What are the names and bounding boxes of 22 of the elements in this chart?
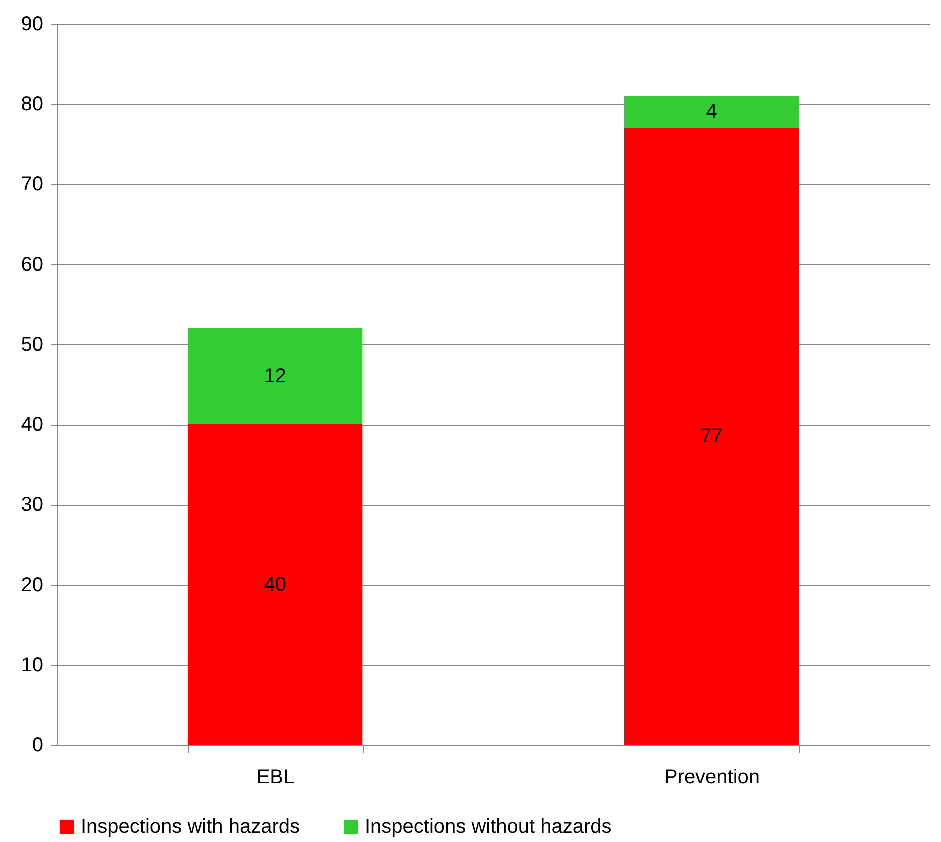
data-label: 40 [264,574,286,596]
y-tick-label: 40 [21,414,44,436]
data-label: 12 [264,365,286,388]
data-label: 77 [700,426,723,448]
bar [188,424,363,745]
bar [624,96,800,128]
y-tick-label: 30 [21,494,44,516]
data-label: 4 [706,101,718,124]
y-tick-label: 0 [32,734,44,756]
y-tick-label: 60 [21,254,44,276]
bar [624,128,800,745]
legend-label: Inspections with hazards [81,816,300,838]
x-tick-label: EBL [256,766,295,788]
y-tick-label: 50 [21,334,44,356]
y-tick-label: 10 [21,654,44,676]
y-tick-label: 80 [21,94,44,116]
y-tick-label: 90 [21,14,44,36]
bar [188,328,363,425]
y-tick-label: 20 [21,574,44,596]
x-tick-label: Prevention [664,766,760,788]
y-tick-label: 70 [21,174,44,196]
legend-label: Inspections without hazards [365,816,612,838]
